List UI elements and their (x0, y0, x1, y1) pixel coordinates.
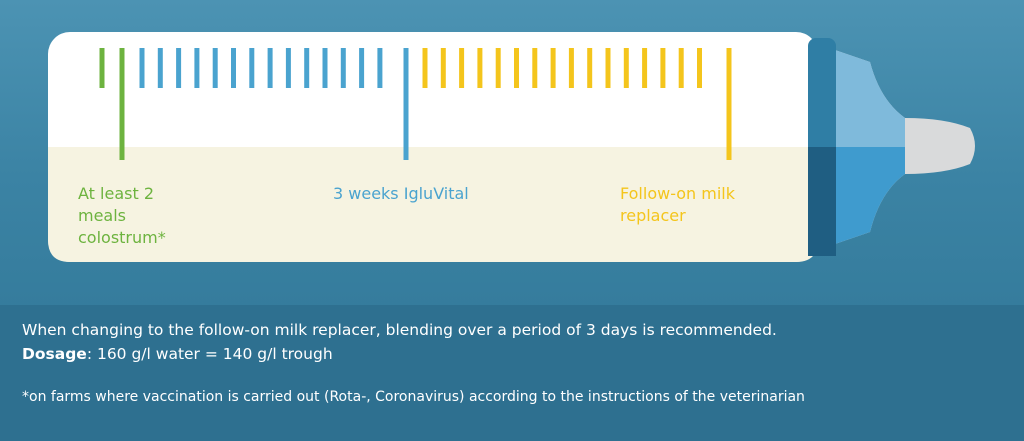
nipple-top (835, 50, 905, 147)
info-band (0, 305, 1024, 441)
milk (48, 147, 818, 262)
footnote: *on farms where vaccination is carried o… (22, 389, 805, 405)
dosage-label: Dosage (22, 345, 87, 363)
nipple-bottom (835, 147, 905, 244)
note-text: When changing to the follow-on milk repl… (22, 321, 777, 339)
dosage: Dosage: 160 g/l water = 140 g/l trough (22, 345, 333, 363)
dosage-text: : 160 g/l water = 140 g/l trough (86, 345, 333, 363)
label-igluvital: 3 weeks IgluVital (333, 184, 469, 203)
label-follow-on: Follow-on milk replacer (620, 184, 736, 225)
cap-lower (808, 147, 836, 256)
label-colostrum: At least 2 meals colostrum* (78, 184, 166, 247)
